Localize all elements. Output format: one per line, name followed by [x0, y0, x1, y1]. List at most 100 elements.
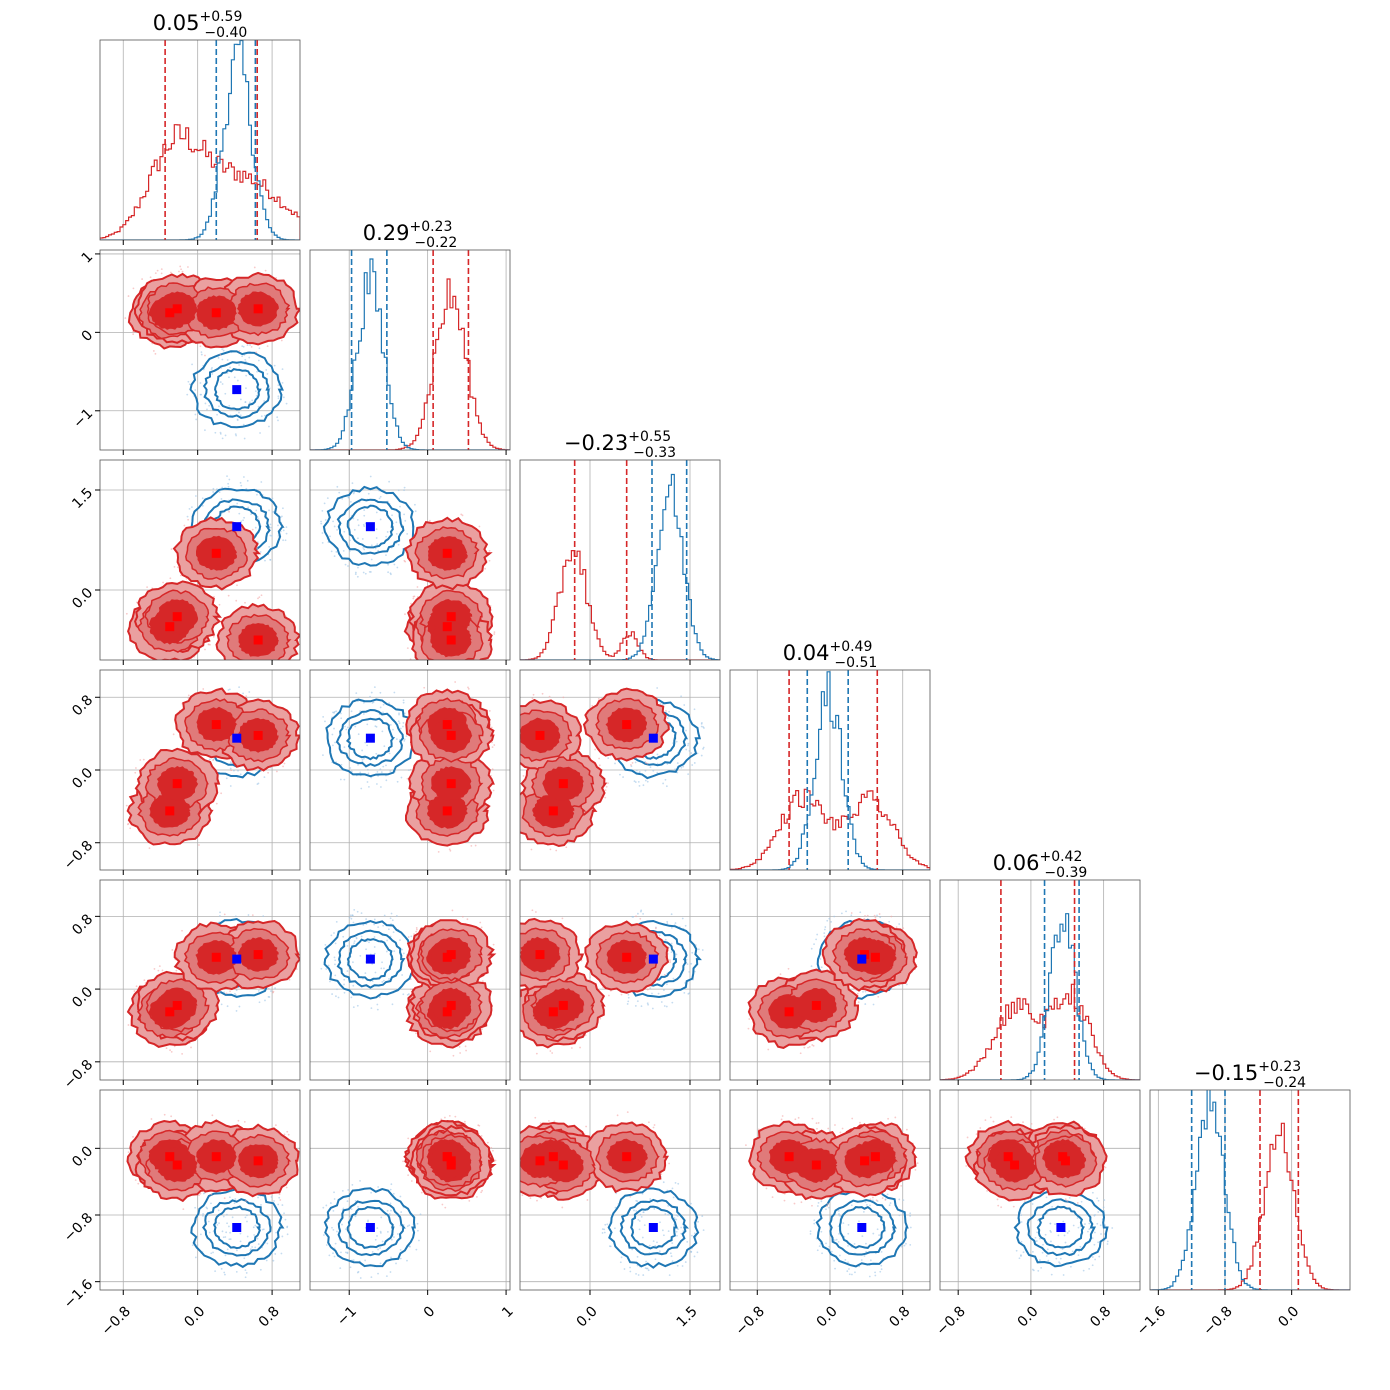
red-sample-point [534, 911, 537, 913]
blue-sample-point [344, 563, 347, 566]
red-histogram [100, 124, 300, 240]
blue-sample-point [643, 1224, 646, 1227]
blue-sample-point [263, 414, 266, 417]
blue-sample-point [697, 948, 700, 951]
blue-sample-point [241, 345, 244, 348]
blue-sample-point [244, 1276, 247, 1279]
red-sample-point [175, 969, 178, 972]
blue-sample-point [665, 785, 668, 788]
blue-sample-point [669, 1252, 672, 1255]
blue-marker [648, 1223, 658, 1232]
blue-sample-point [385, 950, 388, 953]
blue-sample-point [186, 393, 189, 396]
red-sample-point [620, 993, 623, 996]
blue-sample-point [342, 935, 345, 938]
blue-sample-point [336, 528, 339, 531]
blue-sample-point [224, 1273, 226, 1276]
red-sample-point [142, 758, 145, 761]
red-sample-point [176, 566, 179, 569]
blue-sample-point [615, 1192, 618, 1195]
blue-sample-point [407, 769, 410, 772]
blue-sample-point [199, 382, 202, 384]
blue-sample-point [331, 733, 334, 736]
blue-sample-point [664, 1213, 667, 1215]
blue-sample-point [1091, 1237, 1094, 1240]
blue-sample-point [200, 353, 203, 356]
blue-sample-point [245, 387, 247, 390]
red-sample-point [407, 1174, 410, 1177]
red-sample-point [504, 761, 506, 763]
red-sample-point [493, 744, 496, 746]
blue-sample-point [378, 497, 381, 500]
blue-sample-point [282, 539, 285, 542]
blue-sample-point [647, 1269, 650, 1272]
red-sample-point [173, 1045, 176, 1048]
red-sample-point [856, 992, 859, 995]
panel-content [310, 908, 510, 1063]
blue-sample-point [218, 405, 220, 408]
blue-sample-point [210, 1252, 213, 1255]
blue-sample-point [646, 1002, 649, 1005]
blue-sample-point [1082, 1269, 1085, 1272]
blue-sample-point [672, 1196, 675, 1199]
red-marker [253, 635, 263, 645]
red-sample-point [172, 733, 175, 736]
blue-sample-point [221, 1230, 224, 1233]
blue-sample-point [280, 1252, 283, 1255]
blue-sample-point [668, 710, 670, 713]
blue-sample-point [820, 1200, 823, 1203]
blue-sample-point [1059, 1257, 1062, 1260]
red-marker [535, 950, 545, 960]
blue-sample-point [1020, 1254, 1022, 1257]
red-sample-point [441, 677, 443, 679]
red-sample-point [148, 847, 151, 850]
blue-sample-point [371, 980, 374, 983]
blue-sample-point [1064, 1241, 1067, 1244]
red-sample-point [187, 518, 190, 521]
blue-sample-point [872, 1003, 875, 1006]
red-sample-point [404, 613, 406, 616]
blue-sample-point [257, 359, 260, 362]
red-sample-point [975, 1133, 978, 1136]
red-marker [784, 1007, 794, 1017]
blue-sample-point [1093, 1243, 1096, 1246]
blue-sample-point [864, 990, 867, 993]
red-sample-point [202, 688, 205, 690]
red-sample-point [800, 1201, 803, 1204]
red-sample-point [162, 662, 164, 664]
red-sample-point [470, 844, 473, 847]
blue-sample-point [341, 1223, 343, 1226]
blue-sample-point [321, 510, 324, 512]
blue-sample-point [259, 551, 262, 553]
blue-sample-point [385, 554, 387, 557]
histogram-title: 0.04+0.49 −0.51 [783, 639, 878, 671]
blue-sample-point [879, 916, 882, 919]
blue-sample-point [269, 534, 272, 537]
blue-sample-point [817, 1201, 820, 1204]
blue-sample-point [400, 1211, 403, 1213]
blue-sample-point [190, 506, 193, 509]
blue-sample-point [379, 1230, 382, 1233]
blue-sample-point [400, 776, 403, 779]
blue-sample-point [378, 996, 381, 998]
blue-sample-point [320, 520, 322, 523]
red-sample-point [132, 287, 135, 290]
blue-sample-point [398, 713, 400, 716]
red-sample-point [513, 1186, 515, 1188]
blue-sample-point [333, 711, 335, 714]
blue-sample-point [349, 1266, 352, 1269]
blue-sample-point [341, 497, 344, 500]
title-lower-error: −0.51 [834, 655, 877, 671]
blue-sample-point [370, 1191, 373, 1194]
blue-sample-point [700, 754, 703, 757]
scatter-panel [504, 669, 721, 875]
blue-sample-point [682, 765, 685, 768]
blue-sample-point [393, 1236, 395, 1238]
red-sample-point [274, 1124, 277, 1127]
blue-sample-point [277, 1203, 280, 1206]
blue-sample-point [388, 752, 391, 755]
red-sample-point [1076, 1202, 1079, 1204]
blue-sample-point [671, 1001, 674, 1004]
red-sample-point [900, 1184, 903, 1187]
y-tick-label: −1 [70, 406, 96, 432]
